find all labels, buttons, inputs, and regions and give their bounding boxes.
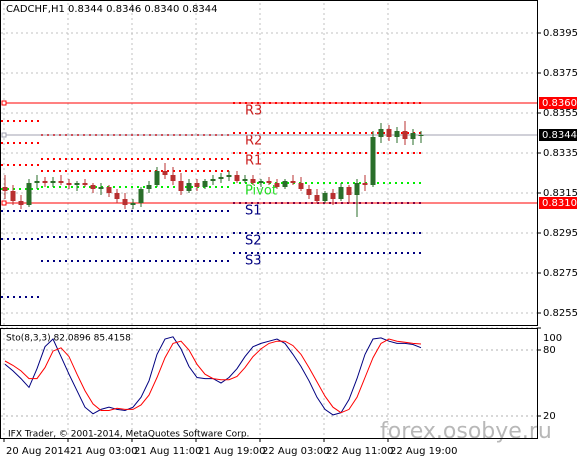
candle-body: [130, 203, 136, 205]
price-box: [539, 129, 577, 141]
candle-body: [114, 193, 120, 199]
candle-body: [170, 175, 176, 181]
candle-body: [210, 179, 216, 181]
y-tick-label: 80: [543, 345, 556, 356]
y-tick-label: 0.8375: [543, 68, 578, 79]
indicator-title: Sto(8,3,3) 82.0896 85.4158: [6, 334, 131, 344]
x-tick-label: 21 Aug 19:00: [198, 446, 265, 457]
candle-body: [98, 187, 104, 189]
candle-body: [362, 183, 368, 185]
pivot-label: S1: [245, 204, 262, 219]
candle-body: [258, 181, 264, 183]
price-box: [539, 197, 577, 209]
candle-body: [10, 191, 16, 201]
candle-body: [242, 179, 248, 181]
y-tick-label: 0.8275: [543, 268, 578, 279]
candle-body: [154, 171, 160, 185]
candle-body: [178, 181, 184, 191]
candle-body: [314, 195, 320, 201]
candle-body: [250, 179, 256, 183]
candle-body: [58, 181, 64, 183]
candle-body: [218, 177, 224, 179]
candle-body: [74, 183, 80, 185]
x-tick-label: 21 Aug 11:00: [134, 446, 201, 457]
y-tick-label: 20: [543, 411, 556, 422]
candle-body: [34, 181, 40, 183]
candle-body: [274, 183, 280, 187]
y-tick-label: 0.8255: [543, 308, 578, 319]
line-anchor: [1, 200, 7, 206]
candle-body: [354, 183, 360, 195]
candle-body: [394, 131, 400, 137]
candle-body: [226, 175, 232, 177]
candle-body: [410, 133, 416, 139]
candle-body: [266, 181, 272, 183]
x-tick-label: 22 Aug 11:00: [326, 446, 393, 457]
candle-body: [386, 129, 392, 137]
y-tick-label: 0.8355: [543, 108, 578, 119]
sub-panel-border: [0, 328, 538, 439]
candle-body: [378, 129, 384, 137]
candle-body: [138, 189, 144, 203]
line-anchor: [1, 132, 7, 138]
candle-body: [26, 183, 32, 205]
pivot-label: R1: [245, 154, 262, 169]
candle-body: [18, 201, 24, 205]
line-anchor: [1, 100, 7, 106]
chart-title: CADCHF,H1 0.8344 0.8346 0.8340 0.8344: [6, 4, 218, 15]
x-tick-label: 22 Aug 19:00: [390, 446, 457, 457]
candle-body: [42, 181, 48, 183]
price-box: [539, 97, 577, 109]
candle-body: [146, 185, 152, 189]
candle-body: [322, 193, 328, 201]
copyright: IFX Trader, © 2001-2014, MetaQuotes Soft…: [8, 430, 249, 440]
candle-body: [162, 171, 168, 175]
y-tick-label: 0.8335: [543, 148, 578, 159]
price-box-label: 0.8310: [542, 198, 577, 209]
candle-body: [282, 181, 288, 187]
candle-body: [290, 181, 296, 183]
x-tick-label: 20 Aug 2014: [6, 446, 70, 457]
candle-body: [90, 185, 96, 189]
pivot-label: R2: [245, 134, 262, 149]
candle-body: [186, 183, 192, 191]
candle-body: [50, 181, 56, 183]
price-box-label: 0.8344: [542, 130, 577, 141]
candle-body: [298, 183, 304, 189]
x-tick-label: 22 Aug 03:00: [262, 446, 329, 457]
main-panel-border: [0, 0, 538, 326]
price-box-label: 0.8360: [542, 98, 577, 109]
candle-body: [194, 183, 200, 187]
pivot-label: R3: [245, 104, 262, 119]
y-tick-label: 100: [543, 333, 562, 344]
candle-body: [122, 199, 128, 205]
candle-body: [370, 137, 376, 185]
candle-body: [418, 135, 424, 136]
pivot-label: Pivot: [245, 184, 277, 199]
pivot-label: S2: [245, 234, 262, 249]
watermark: forex.osobye.ru: [380, 419, 552, 444]
pivot-label: S3: [245, 254, 262, 269]
y-tick-label: 0.8315: [543, 188, 578, 199]
candle-body: [82, 183, 88, 185]
y-tick-label: 0.8295: [543, 228, 578, 239]
x-tick-label: 21 Aug 03:00: [70, 446, 137, 457]
candle-body: [106, 187, 112, 193]
y-tick-label: 0.8395: [543, 28, 578, 39]
candle-body: [306, 189, 312, 195]
candle-body: [2, 187, 8, 191]
candle-body: [346, 187, 352, 195]
candle-body: [338, 187, 344, 199]
candle-body: [234, 175, 240, 181]
candle-body: [202, 181, 208, 187]
stochastic-line: [4, 338, 422, 414]
candle-body: [402, 131, 408, 139]
candle-body: [66, 183, 72, 185]
candle-body: [330, 193, 336, 199]
